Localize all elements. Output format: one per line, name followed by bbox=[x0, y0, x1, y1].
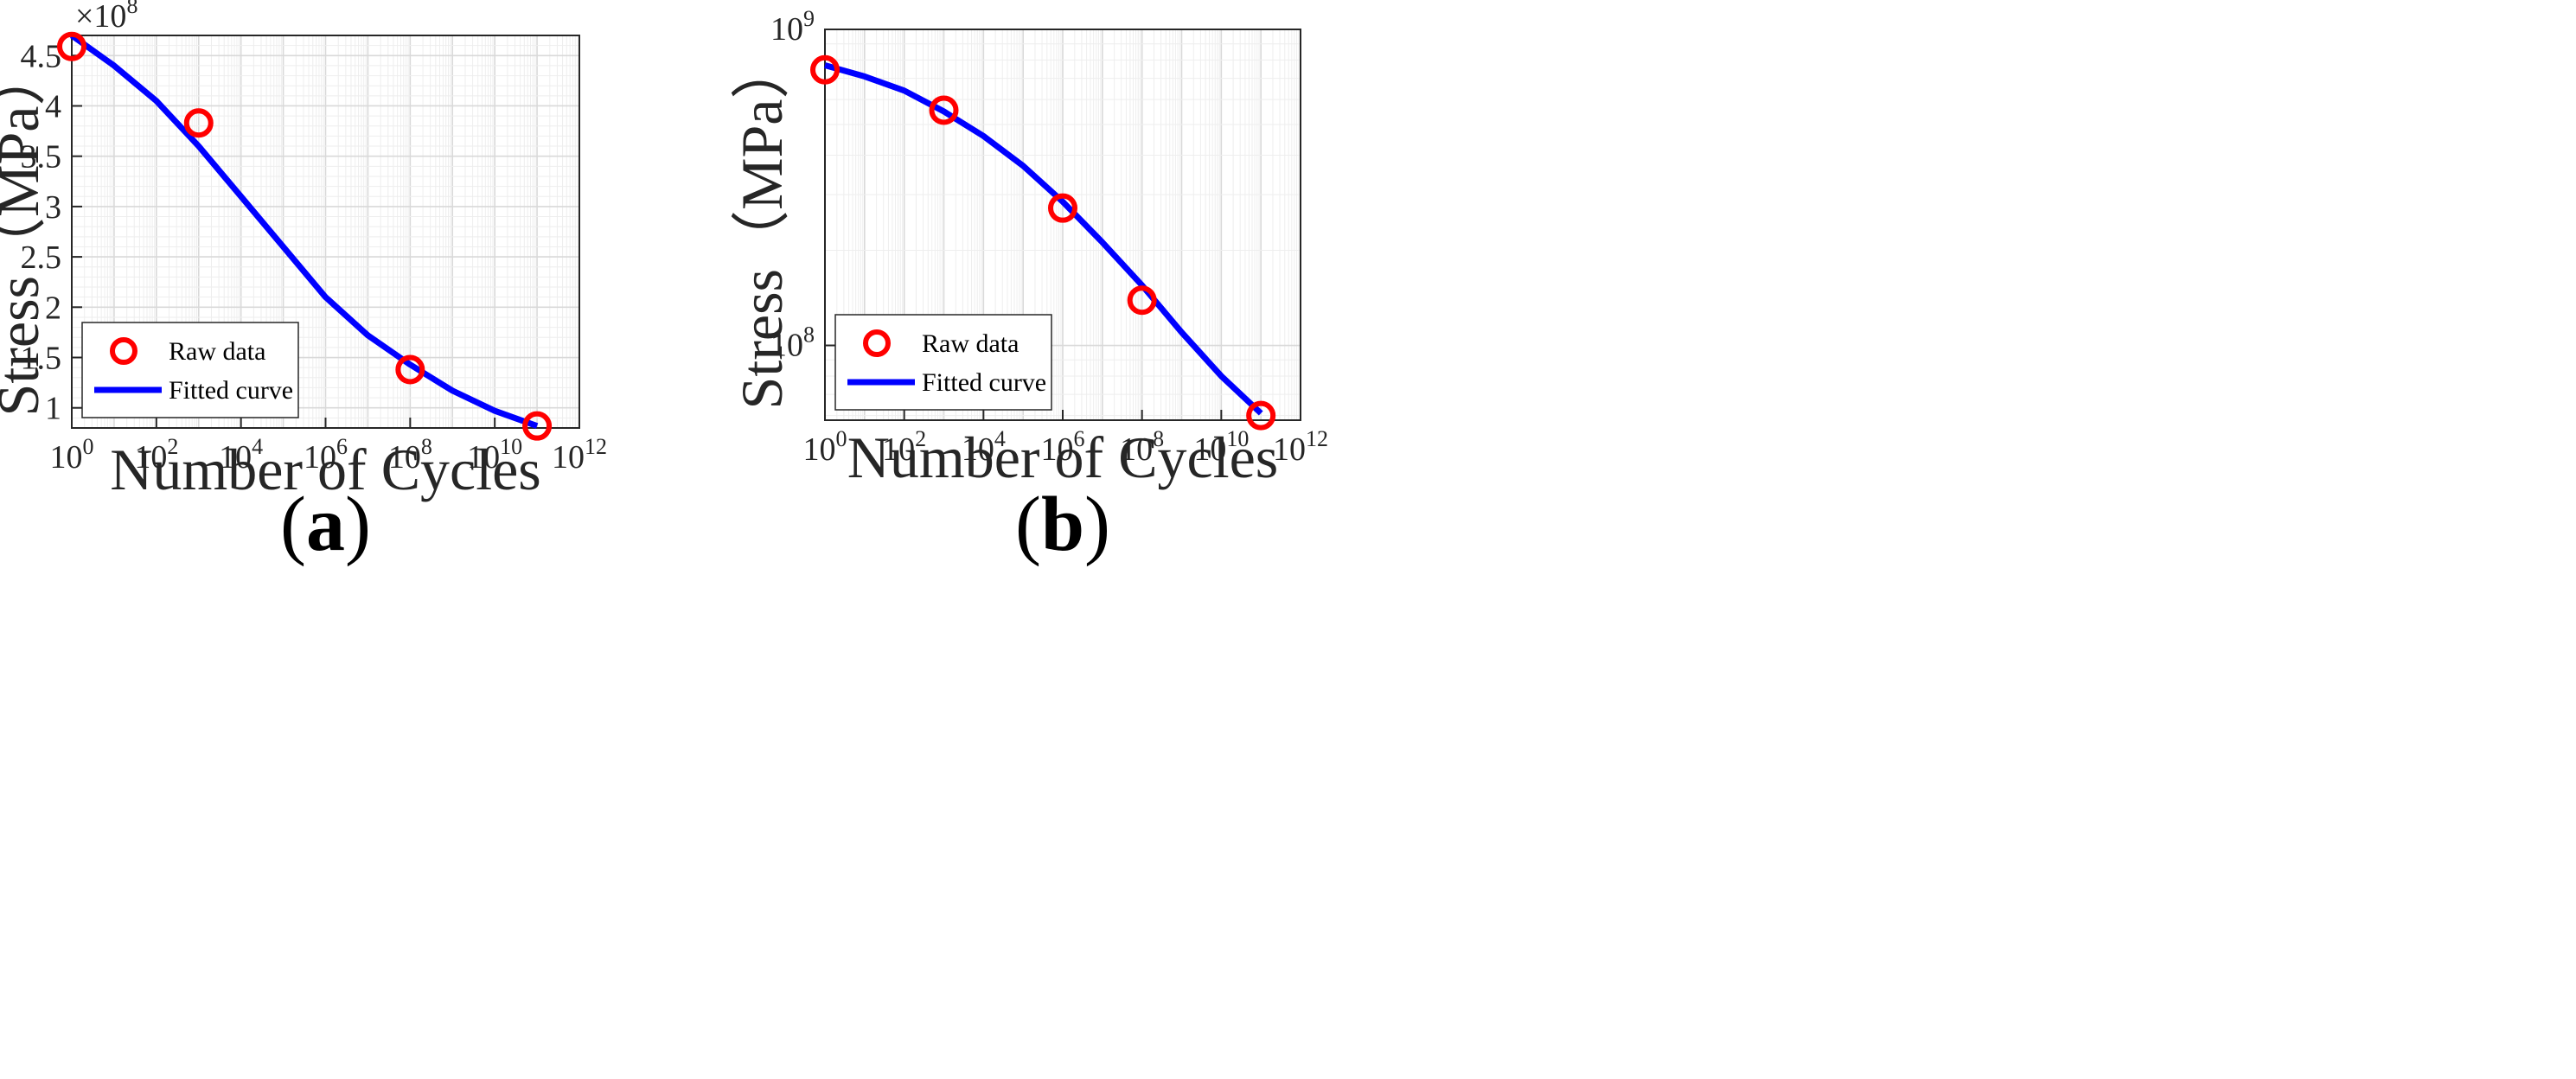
raw-data-point bbox=[1246, 400, 1276, 431]
y-tick-label: 4.5 bbox=[21, 38, 62, 74]
x-tick-label: 108 bbox=[388, 434, 432, 476]
x-tick-label: 100 bbox=[50, 434, 94, 476]
tick-exponent: 12 bbox=[585, 434, 607, 459]
x-axis-label: Number of Cycles bbox=[110, 437, 541, 502]
raw-data-point bbox=[810, 54, 840, 85]
tick-exponent: 2 bbox=[915, 426, 926, 451]
y-tick-label: 2.5 bbox=[21, 239, 62, 276]
tick-exponent: 8 bbox=[421, 434, 432, 459]
tick-exponent: 12 bbox=[1306, 426, 1328, 451]
legend-marker-raw-data bbox=[863, 329, 891, 357]
y-tick-label: 3 bbox=[45, 189, 61, 226]
panel-label: (a) bbox=[280, 482, 371, 567]
panel-label-close: ) bbox=[345, 482, 371, 567]
y-tick-label: 1 bbox=[45, 391, 61, 427]
tick-exponent: 9 bbox=[803, 6, 815, 31]
raw-data-point bbox=[57, 31, 86, 61]
tick-base: 10 bbox=[1041, 431, 1074, 468]
panel-label-open: ( bbox=[280, 482, 306, 567]
fitted-curve-line bbox=[824, 62, 1263, 416]
x-tick-label: 1010 bbox=[467, 434, 522, 476]
x-tick-label: 104 bbox=[219, 434, 263, 476]
tick-base: 10 bbox=[304, 439, 336, 476]
x-tick-label: 1012 bbox=[1273, 426, 1328, 468]
tick-exponent: 6 bbox=[336, 434, 348, 459]
x-tick-label: 106 bbox=[1041, 426, 1085, 468]
tick-base: 10 bbox=[770, 328, 803, 364]
x-tick-label: 100 bbox=[803, 426, 847, 468]
x-tick-label: 102 bbox=[882, 426, 926, 468]
panel-label-letter: a bbox=[306, 482, 345, 567]
y-multiplier-exponent: 8 bbox=[126, 0, 137, 18]
tick-base: 10 bbox=[134, 439, 167, 476]
legend-label-fitted-curve: Fitted curve bbox=[922, 368, 1046, 397]
tick-exponent: 4 bbox=[252, 434, 263, 459]
tick-exponent: 4 bbox=[994, 426, 1006, 451]
x-axis-label: Number of Cycles bbox=[847, 425, 1279, 490]
raw-data-point bbox=[395, 354, 425, 385]
x-tick-label: 1012 bbox=[552, 434, 607, 476]
tick-base: 10 bbox=[50, 439, 83, 476]
raw-data-point bbox=[522, 411, 553, 441]
legend: Raw data Fitted curve bbox=[81, 322, 299, 418]
y-tick-label: 3.5 bbox=[21, 139, 62, 176]
tick-base: 10 bbox=[1193, 431, 1226, 468]
legend-label-raw-data: Raw data bbox=[169, 337, 265, 366]
x-tick-label: 108 bbox=[1120, 426, 1164, 468]
panel-a-chart: 100 102 104 106 108 1010 101211.522.533.544.5×… bbox=[0, 0, 607, 567]
tick-base: 10 bbox=[770, 11, 803, 48]
tick-exponent: 0 bbox=[836, 426, 847, 451]
tick-exponent: 10 bbox=[1226, 426, 1249, 451]
panel-label: (b) bbox=[1015, 482, 1110, 567]
y-multiplier-base: ×10 bbox=[75, 0, 126, 35]
raw-data-point bbox=[183, 108, 214, 138]
tick-base: 10 bbox=[1120, 431, 1153, 468]
y-tick-label: 2 bbox=[45, 290, 61, 326]
panel-label-open: ( bbox=[1015, 482, 1041, 567]
tick-base: 10 bbox=[803, 431, 836, 468]
y-tick-label: 1.5 bbox=[21, 341, 62, 377]
tick-exponent: 8 bbox=[803, 322, 815, 348]
raw-data-point bbox=[1048, 193, 1077, 223]
legend: Raw data Fitted curve bbox=[834, 314, 1052, 411]
tick-exponent: 10 bbox=[500, 434, 522, 459]
tick-base: 10 bbox=[467, 439, 500, 476]
tick-base: 10 bbox=[388, 439, 421, 476]
panel-label-letter: b bbox=[1041, 482, 1084, 567]
raw-data-point bbox=[929, 95, 959, 125]
x-tick-label: 102 bbox=[134, 434, 178, 476]
tick-exponent: 0 bbox=[83, 434, 94, 459]
tick-exponent: 6 bbox=[1074, 426, 1085, 451]
y-tick-label: 108 bbox=[770, 322, 815, 364]
tick-base: 10 bbox=[962, 431, 994, 468]
fitted-curve-line bbox=[69, 33, 539, 429]
legend-marker-raw-data bbox=[110, 337, 137, 365]
tick-base: 10 bbox=[552, 439, 585, 476]
x-tick-label: 104 bbox=[962, 426, 1006, 468]
x-tick-label: 1010 bbox=[1193, 426, 1249, 468]
tick-exponent: 8 bbox=[1153, 426, 1164, 451]
legend-label-fitted-curve: Fitted curve bbox=[169, 376, 293, 405]
raw-data-point bbox=[1127, 285, 1157, 316]
tick-exponent: 2 bbox=[167, 434, 178, 459]
y-axis-label: Stress（MPa） bbox=[729, 41, 795, 410]
tick-base: 10 bbox=[219, 439, 252, 476]
y-tick-label: 109 bbox=[770, 6, 815, 48]
tick-base: 10 bbox=[1273, 431, 1306, 468]
panel-label-close: ) bbox=[1084, 482, 1110, 567]
y-multiplier: ×108 bbox=[75, 0, 137, 35]
tick-base: 10 bbox=[882, 431, 915, 468]
x-tick-label: 106 bbox=[304, 434, 348, 476]
y-axis-label: Stress（MPa） bbox=[0, 48, 51, 417]
legend-label-raw-data: Raw data bbox=[922, 329, 1019, 358]
y-tick-label: 4 bbox=[45, 88, 61, 124]
